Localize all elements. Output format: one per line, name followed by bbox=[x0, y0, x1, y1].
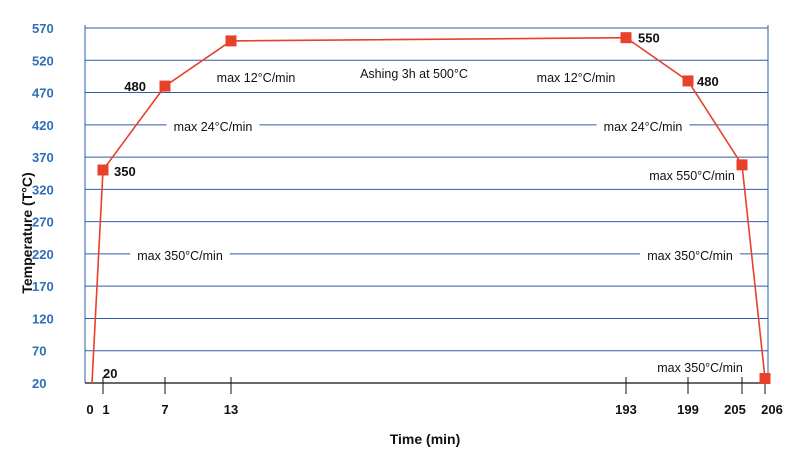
point-value-label: 480 bbox=[697, 74, 719, 89]
axes bbox=[84, 25, 769, 384]
y-tick-label: 320 bbox=[32, 182, 54, 197]
x-tick-labels: 0 1 7 13 193 199 205 206 bbox=[86, 377, 783, 417]
point-value-label: 20 bbox=[103, 366, 117, 381]
y-tick-label: 570 bbox=[32, 21, 54, 36]
y-tick-label: 170 bbox=[32, 279, 54, 294]
point-value-label: 480 bbox=[124, 79, 146, 94]
data-point-marker bbox=[620, 32, 632, 44]
series-line bbox=[91, 32, 771, 384]
x-tick-label: 199 bbox=[677, 402, 699, 417]
y-tick-label: 520 bbox=[32, 53, 54, 68]
x-tick-label: 13 bbox=[224, 402, 238, 417]
data-point-marker bbox=[736, 159, 748, 171]
y-tick-label: 220 bbox=[32, 247, 54, 262]
annotation-text: max 24°C/min bbox=[604, 120, 683, 134]
y-tick-label: 420 bbox=[32, 118, 54, 133]
x-tick-label: 193 bbox=[615, 402, 637, 417]
x-axis-title: Time (min) bbox=[390, 431, 461, 447]
annotation-text: max 12°C/min bbox=[217, 71, 296, 85]
y-tick-label: 20 bbox=[32, 376, 46, 391]
x-tick-label: 1 bbox=[102, 402, 109, 417]
annotations: max 12°C/min Ashing 3h at 500°C max 12°C/m… bbox=[137, 67, 743, 375]
data-point-marker bbox=[682, 75, 694, 87]
point-value-label: 550 bbox=[638, 31, 660, 46]
annotation-text: max 350°C/min bbox=[137, 249, 223, 263]
y-axis-title: Temperature (T°C) bbox=[19, 172, 35, 293]
data-point-marker bbox=[97, 164, 109, 176]
annotation-text: Ashing 3h at 500°C bbox=[360, 67, 468, 81]
annotation-text: max 350°C/min bbox=[657, 361, 743, 375]
data-point-marker bbox=[225, 35, 237, 47]
series-polyline bbox=[91, 36, 766, 384]
point-value-label: 350 bbox=[114, 164, 136, 179]
annotation-text: max 550°C/min bbox=[649, 169, 735, 183]
x-tick-label: 7 bbox=[161, 402, 168, 417]
grid-lines bbox=[85, 27, 768, 352]
annotation-text: max 12°C/min bbox=[537, 71, 616, 85]
y-tick-labels: 20 70 120 170 220 270 320 370 420 470 520 570 bbox=[32, 21, 54, 391]
y-tick-label: 70 bbox=[32, 344, 46, 359]
y-tick-label: 370 bbox=[32, 150, 54, 165]
annotation-text: max 24°C/min bbox=[174, 120, 253, 134]
y-tick-label: 120 bbox=[32, 311, 54, 326]
y-tick-label: 270 bbox=[32, 215, 54, 230]
y-tick-label: 470 bbox=[32, 86, 54, 101]
data-point-marker bbox=[159, 80, 171, 92]
data-point-marker bbox=[759, 372, 771, 384]
x-tick-label: 206 bbox=[761, 402, 783, 417]
annotation-text: max 350°C/min bbox=[647, 249, 733, 263]
x-tick-label: 0 bbox=[86, 402, 93, 417]
point-labels: 20 350 480 550 480 bbox=[103, 31, 719, 381]
x-tick-label: 205 bbox=[724, 402, 746, 417]
